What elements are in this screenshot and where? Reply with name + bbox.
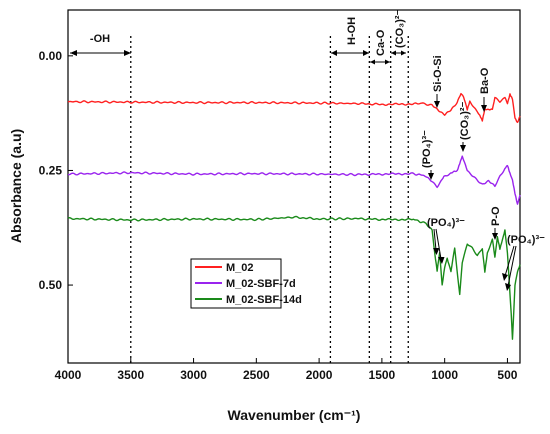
x-tick-label: 2000 <box>306 368 333 382</box>
annotations: -OH H-OH Ca-O (CO₃)²⁻ Si-O-Si Ba-O (CO₃)… <box>70 9 545 291</box>
legend: M_02 M_02-SBF-7d M_02-SBF-14d <box>190 258 302 309</box>
co3-mid-arrowhead <box>460 145 466 152</box>
series-line-2 <box>67 155 521 205</box>
hoh-label: H-OH <box>346 17 358 45</box>
po4-right-label: (PO₄)³⁻ <box>507 234 545 246</box>
oh-label: -OH <box>90 33 110 45</box>
axis-ticks: 4000 3500 3000 2500 2000 1500 1000 500 0.00 0.25 0… <box>39 49 518 382</box>
cao-label: Ca-O <box>375 29 387 56</box>
x-tick-label: 3000 <box>180 368 207 382</box>
po-label: P-O <box>490 206 502 226</box>
po4-right-arrow-2 <box>507 245 517 287</box>
x-axis-title: Wavenumber (cm⁻¹) <box>228 407 361 423</box>
y-tick-label: 0.00 <box>39 49 63 63</box>
co3-top-arrowhead-right <box>401 50 406 56</box>
plot-frame <box>67 9 521 364</box>
po4-low-arrow-2 <box>435 228 442 260</box>
po4-mid-label: (PO₄)³⁻ <box>421 130 433 168</box>
x-tick-label: 1500 <box>369 368 396 382</box>
y-axis-title: Absorbance (a.u) <box>8 129 24 243</box>
legend-label-m02: M_02 <box>226 262 254 274</box>
siosi-arrowhead <box>434 101 440 108</box>
legend-label-sbf7d: M_02-SBF-7d <box>226 278 296 290</box>
x-tick-label: 1000 <box>431 368 458 382</box>
series-group <box>67 92 521 340</box>
hoh-arrowhead-right <box>363 50 369 56</box>
po4-right-arrow-1 <box>504 245 515 277</box>
series-line-1 <box>67 92 521 124</box>
x-tick-label: 500 <box>497 368 517 382</box>
y-tick-label: 0.50 <box>39 278 63 292</box>
cao-arrowhead-right <box>385 59 390 65</box>
y-tick-label: 0.25 <box>39 163 63 177</box>
po-arrowhead <box>492 233 498 240</box>
x-tick-label: 3500 <box>117 368 144 382</box>
bao-arrowhead <box>481 105 487 112</box>
series-line-3 <box>67 215 521 340</box>
po4-low-arrowhead-1 <box>433 248 440 255</box>
bao-label: Ba-O <box>479 67 491 94</box>
co3-top-label: (CO₃)²⁻ <box>394 9 406 48</box>
po4-low-arrow-1 <box>433 228 437 251</box>
x-tick-label: 2500 <box>243 368 270 382</box>
oh-arrowhead-left <box>70 50 77 56</box>
x-tick-label: 4000 <box>55 368 82 382</box>
po4-mid-arrowhead <box>428 173 434 180</box>
reference-lines <box>130 36 409 363</box>
siosi-label: Si-O-Si <box>432 55 444 92</box>
po4-low-label: (PO₄)³⁻ <box>427 217 465 229</box>
po4-right-arrowhead-1 <box>502 273 508 281</box>
legend-label-sbf14d: M_02-SBF-14d <box>226 294 302 306</box>
po4-right-arrowhead-2 <box>505 283 511 291</box>
oh-arrowhead-right <box>124 50 131 56</box>
po4-low-arrowhead-2 <box>438 257 445 264</box>
co3-top-arrowhead-left <box>391 50 396 56</box>
hoh-arrowhead-left <box>331 50 337 56</box>
cao-arrowhead-left <box>370 59 375 65</box>
co3-mid-label: (CO₃)²⁻ <box>459 101 471 140</box>
